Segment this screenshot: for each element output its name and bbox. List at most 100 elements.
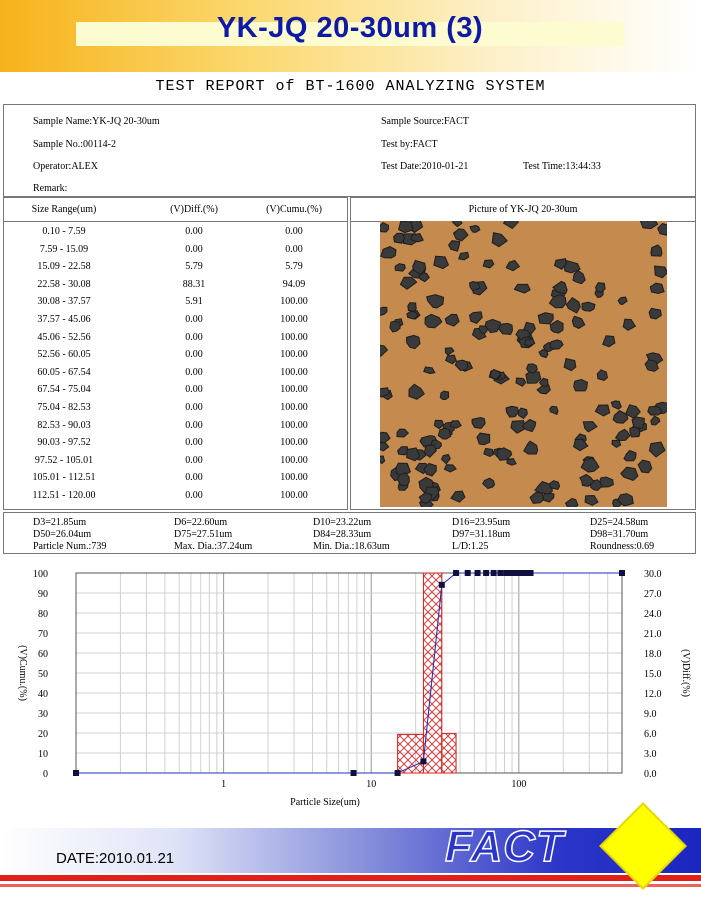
particle — [584, 494, 599, 506]
particle — [440, 453, 451, 465]
particle — [650, 415, 661, 426]
stat-value: Particle Num.:739 — [33, 541, 107, 552]
particle-photo — [380, 221, 667, 507]
cell-diff: 0.00 — [185, 331, 203, 343]
x-tick: 100 — [511, 779, 526, 790]
particle — [380, 306, 388, 316]
cumulative-point — [73, 770, 79, 776]
particle — [631, 416, 645, 429]
size-table-header — [3, 197, 348, 222]
test-time: Test Time:13:44:33 — [523, 161, 601, 172]
table-row: 15.09 - 22.58 5.79 5.79 — [4, 261, 344, 278]
cell-diff: 0.00 — [185, 366, 203, 378]
cell-cumu: 5.79 — [285, 261, 303, 273]
cell-cumu: 0.00 — [285, 226, 303, 237]
particle — [572, 269, 586, 285]
y-tick-right: 15.0 — [644, 669, 662, 680]
particle — [579, 473, 595, 487]
particle — [433, 419, 445, 430]
table-row: 90.03 - 97.52 0.00 100.00 — [4, 437, 344, 454]
particle — [598, 476, 614, 488]
fact-logo: FACT — [444, 821, 564, 872]
diff-bar — [397, 733, 424, 774]
particle — [552, 280, 568, 295]
footer-red-stripe — [0, 875, 701, 881]
cumulative-point — [497, 570, 504, 576]
stat-value: D97=31.18um — [452, 529, 511, 540]
cell-size-range: 37.57 - 45.06 — [37, 314, 91, 325]
cumulative-point — [438, 581, 445, 588]
cell-size-range: 7.59 - 15.09 — [39, 243, 89, 255]
cumulative-point — [490, 570, 497, 576]
y-tick-right: 9.0 — [644, 709, 657, 720]
particle — [498, 322, 514, 335]
particle — [650, 244, 663, 257]
particle — [515, 377, 527, 387]
particle — [525, 371, 542, 384]
sample-name: Sample Name:YK-JQ 20-30um — [33, 116, 160, 127]
cell-size-range: 105.01 - 112.51 — [32, 472, 96, 484]
particle — [548, 293, 567, 309]
info-box — [3, 104, 696, 197]
cell-size-range: 97.52 - 105.01 — [34, 454, 94, 466]
particle — [648, 441, 666, 458]
particle — [596, 369, 608, 382]
particle — [549, 319, 564, 334]
particle — [449, 420, 462, 429]
y-tick-right: 0.0 — [644, 769, 657, 780]
cell-cumu: 0.00 — [285, 243, 303, 255]
particle — [448, 240, 461, 252]
report-subtitle: TEST REPORT of BT-1600 ANALYZING SYSTEM — [155, 78, 546, 95]
x-tick: 10 — [366, 779, 376, 790]
particle — [380, 344, 389, 357]
y-tick-right: 30.0 — [644, 569, 662, 580]
particle — [581, 301, 596, 312]
table-row: 75.04 - 82.53 0.00 100.00 — [4, 402, 344, 419]
cell-cumu: 100.00 — [280, 454, 308, 466]
stat-value: Min. Dia.:18.63um — [313, 541, 390, 552]
title-box — [76, 22, 624, 46]
cell-diff: 5.79 — [185, 261, 203, 273]
particle — [484, 318, 501, 334]
table-row: 97.52 - 105.01 0.00 100.00 — [4, 455, 344, 472]
table-row: 37.57 - 45.06 0.00 100.00 — [4, 314, 344, 331]
cell-size-range: 90.03 - 97.52 — [37, 437, 91, 449]
particle — [407, 302, 417, 312]
table-row: 105.01 - 112.51 0.00 100.00 — [4, 472, 344, 489]
stat-value: D84=28.33um — [313, 529, 372, 540]
particle — [571, 315, 586, 329]
table-row: 7.59 - 15.09 0.00 0.00 — [4, 244, 344, 261]
particle — [482, 477, 496, 490]
y-tick-left: 30 — [38, 709, 48, 720]
table-row: 112.51 - 120.00 0.00 100.00 — [4, 490, 344, 507]
particle — [612, 409, 629, 424]
particle — [406, 447, 421, 462]
particle — [565, 297, 581, 314]
particle — [491, 232, 508, 248]
cumulative-point — [464, 570, 471, 576]
particle — [483, 447, 494, 458]
y-tick-left: 100 — [33, 569, 48, 580]
cell-diff: 88.31 — [182, 278, 206, 290]
table-row: 30.08 - 37.57 5.91 100.00 — [4, 296, 344, 313]
stats-box — [3, 512, 696, 554]
particle — [397, 446, 410, 456]
cell-cumu: 94.09 — [282, 278, 306, 290]
test-by: Test by:FACT — [381, 139, 438, 150]
picture-title: Picture of YK-JQ 20-30um — [468, 204, 578, 215]
cumulative-point — [453, 570, 460, 576]
cell-diff: 0.00 — [185, 472, 203, 484]
cumulative-point — [514, 570, 521, 576]
particle — [657, 223, 667, 236]
particle — [380, 221, 390, 233]
particle — [505, 405, 520, 418]
table-row: 60.05 - 67.54 0.00 100.00 — [4, 367, 344, 384]
particle — [573, 378, 588, 392]
particle — [423, 444, 437, 458]
particle — [489, 368, 501, 380]
particle — [469, 280, 481, 292]
particle — [433, 255, 450, 270]
cell-size-range: 15.09 - 22.58 — [37, 261, 91, 273]
cell-cumu: 100.00 — [280, 314, 308, 325]
y-axis-label-left: (V)Cumu.(%) — [17, 645, 28, 701]
